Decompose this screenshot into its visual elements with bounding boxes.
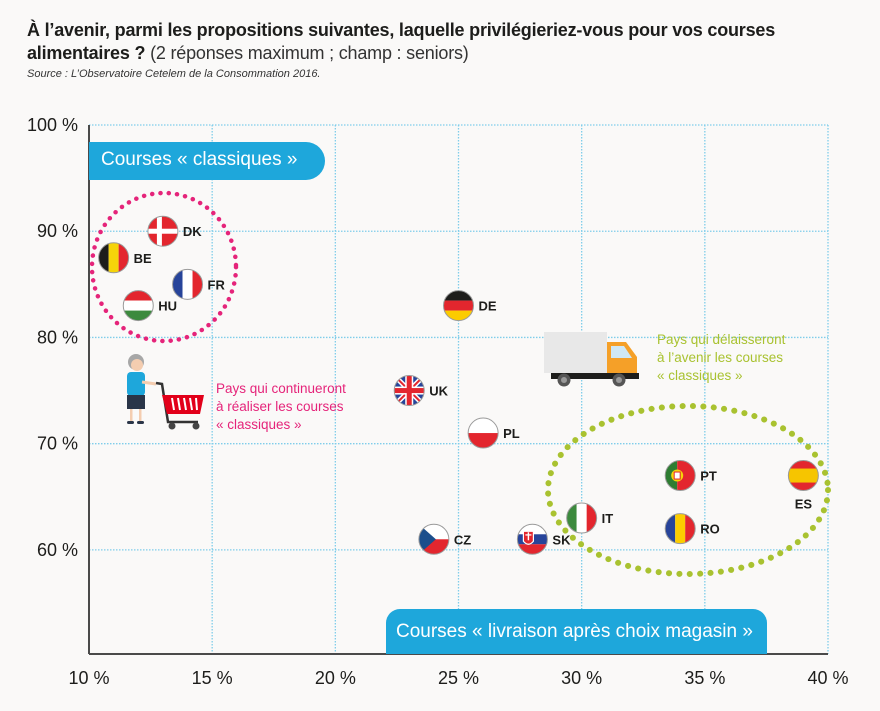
data-point: SK [516,523,571,555]
flag-border [122,290,154,322]
x-tick-label: 20 % [315,668,356,688]
annotation-classic-line: à réaliser les courses [216,399,344,414]
data-label: UK [429,384,448,399]
flag-border [172,268,204,300]
flag-ro-icon [665,513,696,544]
x-tick-label: 15 % [192,668,233,688]
flag-hu-icon [123,290,154,321]
flag-border [516,523,548,555]
flag-border [664,513,696,545]
y-tick-label: 90 % [37,221,78,241]
flag-de-icon [443,290,474,321]
flag-dk-icon [147,216,178,247]
data-points: BE DK FR HU DE UK PL CZ SK IT PT RO ES [98,215,819,555]
data-point: IT [566,502,614,534]
flag-pt-icon [665,460,696,491]
data-point: PL [467,417,520,449]
tick-labels: 100 % 90 % 80 % 70 % 60 % 10 % 15 % 20 % 25 % 30 … [27,115,849,688]
delivery-truck-icon [544,332,639,387]
shopper-with-cart-icon [127,354,204,430]
flag-cz-icon [418,524,449,555]
data-point: ES [787,460,819,512]
y-tick-label: 100 % [27,115,78,135]
data-point: HU [122,290,177,322]
flag-border [566,502,598,534]
grid [89,124,829,654]
axes [88,125,828,655]
flag-it-icon [566,503,597,534]
data-label: ES [795,497,813,512]
data-label: FR [208,277,226,292]
flag-border [664,460,696,492]
annotation-classic-line: Pays qui continueront [216,381,346,396]
flag-fr-icon [172,269,203,300]
annotation-delivery-line: à l’avenir les courses [657,350,784,365]
data-label: BE [134,251,152,266]
illustrations [127,332,639,430]
y-tick-label: 60 % [37,540,78,560]
annotation-delivery: Pays qui délaisseront à l’avenir les cou… [657,331,785,385]
flag-pl-icon [468,418,499,449]
source-note: Source : L’Observatoire Cetelem de la Co… [27,68,321,80]
annotation-delivery-line: « classiques » [657,368,743,383]
x-tick-label: 25 % [438,668,479,688]
data-label: IT [602,511,614,526]
data-label: PL [503,426,520,441]
data-label: RO [700,522,720,537]
y-tick-label: 70 % [37,434,78,454]
data-point: FR [172,268,226,300]
data-label: DE [479,299,497,314]
data-label: CZ [454,532,471,547]
data-label: DK [183,224,202,239]
flag-border [147,215,179,247]
title-light: (2 réponses maximum ; champ : seniors) [145,43,469,63]
data-point: RO [664,513,720,545]
x-tick-label: 35 % [684,668,725,688]
flag-sk-icon [517,524,548,555]
data-point: CZ [418,523,471,555]
data-point: DK [147,215,202,247]
data-label: SK [552,532,571,547]
flag-uk-icon [394,375,425,406]
flag-es-icon [788,460,819,491]
flag-be-icon [98,242,129,273]
data-label: HU [158,299,177,314]
chart-title: À l’avenir, parmi les propositions suiva… [27,19,867,65]
y-tick-label: 80 % [37,327,78,347]
data-label: PT [700,469,717,484]
delivery-group-circle [545,403,831,577]
annotation-classic-line: « classiques » [216,417,302,432]
flag-border [393,375,425,407]
flag-border [787,460,819,492]
x-tick-label: 30 % [561,668,602,688]
annotation-delivery-line: Pays qui délaisseront [657,332,786,347]
flag-border [467,417,499,449]
title-bold: À l’avenir, parmi les propositions suiva… [27,20,776,63]
y-axis-label-pill: Courses « classiques » [89,142,326,180]
data-point: BE [98,242,152,274]
flag-border [443,290,474,322]
x-tick-label: 40 % [807,668,848,688]
data-point: DE [443,290,497,322]
classic-group-circle [89,190,239,344]
data-point: PT [664,460,717,492]
flag-border [418,523,450,555]
x-axis-label-pill: Courses « livraison après choix magasin … [386,609,767,654]
group-circles [89,190,831,577]
annotation-classic: Pays qui continueront à réaliser les cou… [216,380,346,434]
data-point: UK [393,375,449,407]
flag-border [98,242,130,274]
x-tick-label: 10 % [68,668,109,688]
